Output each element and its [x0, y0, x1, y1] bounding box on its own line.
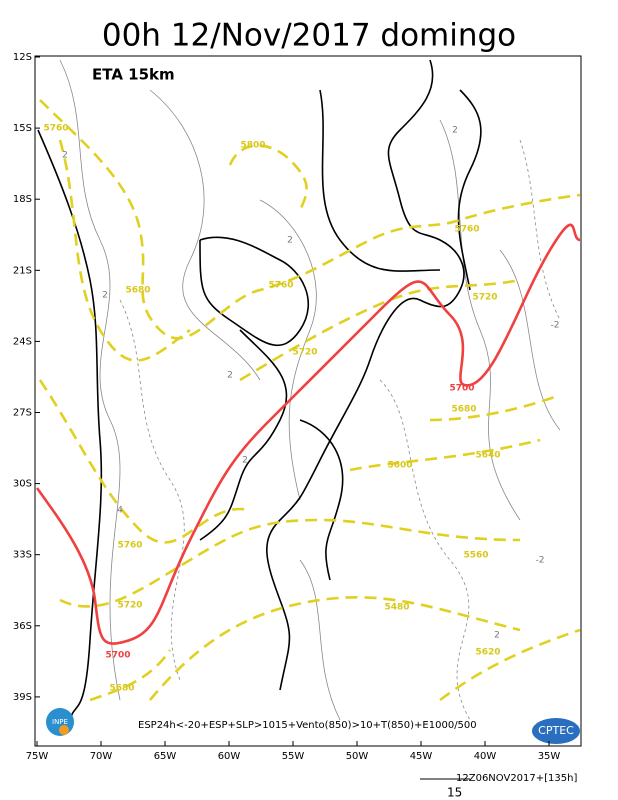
contour-label: 5680 [451, 405, 476, 415]
gray-contour-label: 2 [242, 456, 248, 466]
contour-label: 5720 [117, 601, 142, 611]
lat-label: 15S [13, 123, 32, 134]
temperature-contours [35, 223, 581, 645]
lat-label: 12S [13, 52, 32, 63]
lat-label: 30S [13, 479, 32, 490]
gray-contour-label: 2 [287, 236, 293, 246]
logo-inpe: INPE [52, 718, 68, 726]
gray-contours [59, 59, 561, 721]
lon-label: 35W [538, 751, 561, 762]
geopotential-contours [38, 99, 581, 702]
lat-label: 39S [13, 692, 32, 703]
contour-label: 5760 [268, 281, 293, 291]
lon-label: 65W [154, 751, 177, 762]
red-contour-label: 5700 [105, 651, 130, 661]
run-label: 12Z06NOV2017+[135h] [456, 773, 577, 784]
lat-label: 33S [13, 550, 32, 561]
model-label: ETA 15km [92, 66, 175, 84]
red-contour-label: 5700 [449, 384, 474, 394]
gray-contour-label: 4 [117, 506, 123, 516]
contour-label: 5720 [472, 293, 497, 303]
gray-contour-label: 2 [227, 371, 233, 381]
contour-label: 5480 [384, 603, 409, 613]
lat-label: 27S [13, 408, 32, 419]
gray-contour-label: -2 [551, 321, 560, 331]
lon-label: 75W [26, 751, 49, 762]
lon-label: 60W [218, 751, 241, 762]
contour-label: 5600 [387, 461, 412, 471]
contour-label: 5680 [125, 286, 150, 296]
contour-label: 5620 [475, 648, 500, 658]
vector-scale-label: 15 [447, 786, 462, 800]
contour-label: 5680 [109, 684, 134, 694]
contour-label: 5760 [117, 541, 142, 551]
gray-contour-label: 2 [62, 151, 68, 161]
lon-label: 40W [474, 751, 497, 762]
contour-label: 5560 [463, 551, 488, 561]
lat-label: 21S [13, 265, 32, 276]
contour-label: 5760 [43, 124, 68, 134]
gray-contour-label: 2 [102, 291, 108, 301]
gray-contour-label: 2 [452, 126, 458, 136]
lon-label: 45W [410, 751, 433, 762]
contour-label: 5800 [240, 141, 265, 151]
gray-contour-label: 2 [494, 631, 500, 641]
lon-label: 50W [346, 751, 369, 762]
gray-contour-label: -2 [536, 556, 545, 566]
cptec-logo: CPTEC [532, 718, 580, 744]
inpe-logo: INPE [46, 708, 74, 736]
contour-label: 5720 [292, 348, 317, 358]
contour-label: 5760 [454, 225, 479, 235]
logo-cptec: CPTEC [538, 724, 574, 737]
contour-label: 5640 [475, 451, 500, 461]
lat-label: 24S [13, 336, 32, 347]
lat-label: 18S [13, 194, 32, 205]
lat-label: 36S [13, 621, 32, 632]
lon-label: 55W [282, 751, 305, 762]
title: 00h 12/Nov/2017 domingo [102, 18, 516, 54]
coastlines [37, 59, 482, 721]
footer-description: ESP24h<-20+ESP+SLP>1015+Vento(850)>10+T(… [138, 720, 477, 731]
lon-label: 70W [90, 751, 113, 762]
